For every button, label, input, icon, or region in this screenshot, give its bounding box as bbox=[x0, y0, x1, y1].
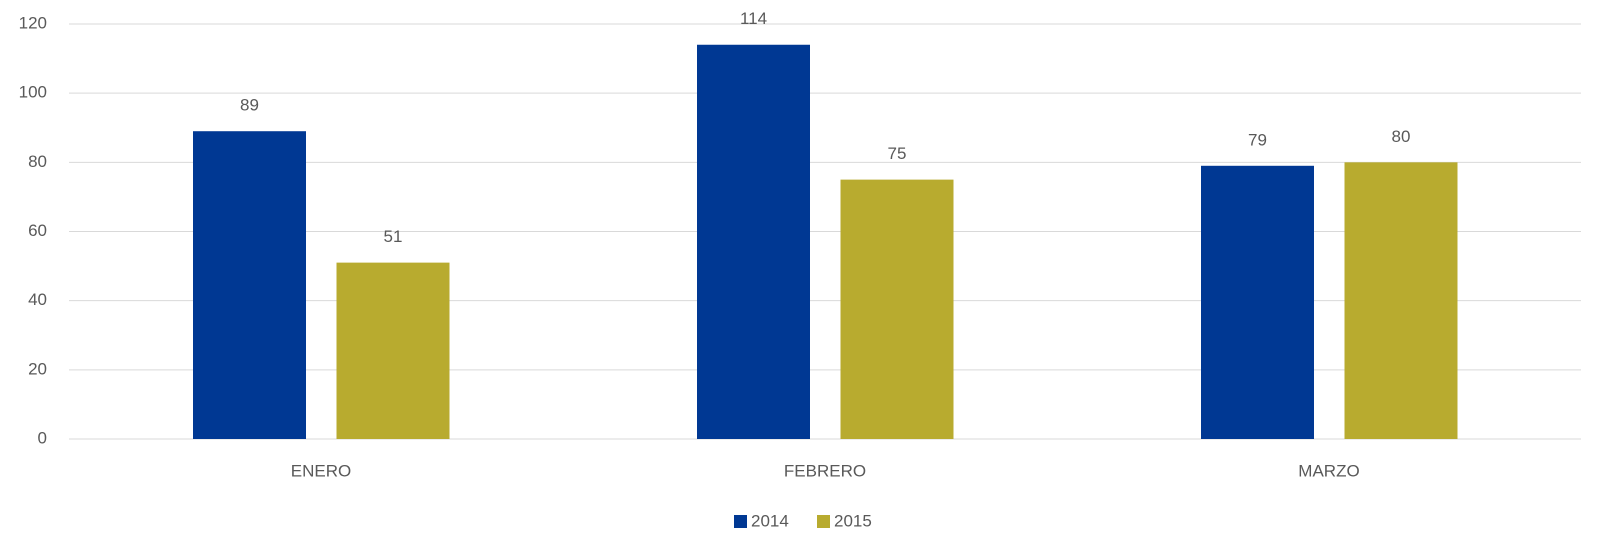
data-label: 51 bbox=[384, 227, 403, 246]
legend-label: 2015 bbox=[834, 511, 872, 530]
x-tick-label: MARZO bbox=[1298, 461, 1359, 480]
data-label: 75 bbox=[888, 144, 907, 163]
y-tick-label: 20 bbox=[28, 359, 47, 378]
y-tick-label: 0 bbox=[38, 428, 47, 447]
bar bbox=[840, 179, 954, 439]
y-tick-label: 60 bbox=[28, 221, 47, 240]
bar bbox=[1344, 162, 1458, 440]
legend-swatch bbox=[734, 515, 747, 528]
y-tick-label: 120 bbox=[19, 13, 47, 32]
y-tick-label: 80 bbox=[28, 152, 47, 171]
data-label: 114 bbox=[740, 9, 767, 28]
bar bbox=[697, 44, 810, 439]
legend-swatch bbox=[817, 515, 830, 528]
bar bbox=[193, 131, 306, 440]
y-tick-label: 100 bbox=[19, 83, 47, 102]
bar bbox=[1201, 165, 1314, 439]
x-tick-label: FEBRERO bbox=[784, 461, 866, 480]
y-tick-label: 40 bbox=[28, 290, 47, 309]
data-label: 89 bbox=[240, 96, 259, 115]
data-label: 80 bbox=[1392, 127, 1411, 146]
legend-label: 2014 bbox=[751, 511, 789, 530]
bar bbox=[336, 262, 450, 439]
x-tick-label: ENERO bbox=[291, 461, 351, 480]
data-label: 79 bbox=[1248, 130, 1267, 149]
